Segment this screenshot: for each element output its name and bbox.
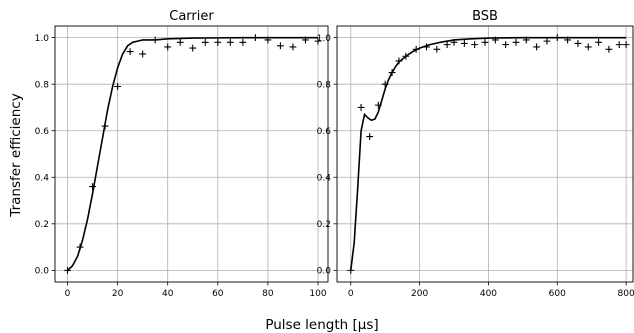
bsb-data-point (543, 37, 551, 45)
carrier-x-tick-label: 60 (212, 289, 224, 299)
bsb-data-point (512, 38, 520, 46)
carrier-data-point (164, 43, 172, 51)
bsb-data-point (595, 38, 602, 46)
bsb-title: BSB (472, 9, 498, 24)
bsb-y-tick-label: 0.6 (317, 127, 332, 137)
carrier-theory-curve (66, 36, 318, 271)
bsb-data-point (460, 40, 468, 47)
carrier-data-point (302, 36, 309, 44)
carrier-x-tick-label: 40 (162, 289, 174, 299)
carrier-data-point (139, 50, 147, 58)
bsb-data-point (533, 43, 541, 51)
bsb-data-point (574, 40, 582, 47)
bsb-y-tick-label: 0.4 (317, 173, 332, 183)
carrier-data-point (89, 183, 96, 190)
bsb-data-point (412, 45, 420, 53)
carrier-data-point (277, 42, 284, 50)
bsb-data-point (357, 104, 365, 111)
bsb-data-point (388, 69, 396, 76)
bsb-data-point (433, 45, 441, 53)
bsb-data-point (564, 36, 572, 44)
x-axis-label: Pulse length [μs] (265, 317, 378, 333)
carrier-x-tick-label: 100 (309, 289, 326, 299)
bsb-data-point (553, 34, 561, 42)
bsb-data-point (471, 41, 479, 49)
carrier-y-tick-label: 0.0 (35, 267, 50, 277)
carrier-data-point (151, 36, 159, 44)
carrier-y-tick-label: 0.6 (35, 127, 50, 137)
carrier-data-point (176, 38, 184, 46)
bsb-data-point (522, 36, 530, 44)
carrier-data-point (251, 34, 259, 42)
bsb-data-point (366, 133, 374, 140)
carrier-axes-frame (54, 25, 329, 283)
bsb-x-tick-label: 400 (480, 289, 497, 299)
carrier-data-point (314, 37, 322, 45)
carrier-y-tick-label: 0.4 (35, 173, 50, 183)
bsb-y-tick-label: 0.0 (317, 267, 332, 277)
bsb-data-point (481, 38, 489, 46)
carrier-data-point (289, 43, 297, 51)
carrier-data-point (226, 38, 234, 46)
bsb-axes-frame (336, 25, 634, 283)
carrier-x-tick-label: 80 (262, 289, 274, 299)
y-axis-label: Transfer efficiency (8, 93, 24, 217)
carrier-y-tick-label: 1.0 (35, 34, 50, 44)
carrier-x-tick-label: 0 (65, 289, 71, 299)
bsb-y-tick-label: 0.2 (317, 220, 331, 230)
bsb-data-point (381, 80, 389, 88)
bsb-data-point (622, 41, 630, 49)
carrier-data-point (114, 83, 122, 90)
carrier-data-point (239, 38, 247, 46)
carrier-y-tick-label: 0.8 (35, 80, 50, 90)
bsb-data-point (423, 43, 430, 51)
bsb-theory-curve (349, 36, 627, 271)
bsb-data-point (395, 57, 403, 65)
bsb-y-tick-label: 1.0 (317, 34, 332, 44)
carrier-data-point (64, 266, 71, 274)
bsb-panel: 0 200 400 600 800 0.0 0.2 0.4 0.6 0.8 1.0 BSB (317, 9, 634, 299)
carrier-x-tick-label: 20 (112, 289, 124, 299)
bsb-data-point (347, 266, 355, 274)
carrier-panel: 0 20 40 60 80 100 0.0 0.2 0.4 0.6 0.8 1.0 Carrier (35, 9, 329, 299)
bsb-data-point (450, 38, 458, 46)
bsb-data-point (491, 36, 499, 44)
carrier-data-point (126, 48, 134, 55)
bsb-data-point (584, 43, 592, 51)
bsb-x-tick-label: 0 (348, 289, 354, 299)
bsb-data-point (443, 41, 451, 49)
bsb-data-point (374, 101, 382, 109)
bsb-x-tick-label: 800 (618, 289, 634, 299)
bsb-data-point (615, 41, 623, 49)
carrier-data-point (101, 122, 109, 130)
carrier-data-point (214, 38, 222, 46)
carrier-data-point (201, 38, 209, 46)
bsb-data-point (502, 41, 510, 49)
bsb-x-tick-label: 200 (411, 289, 428, 299)
carrier-data-point (189, 44, 197, 52)
bsb-y-tick-label: 0.8 (317, 80, 332, 90)
bsb-data-point (605, 45, 613, 53)
carrier-data-point (76, 243, 84, 251)
bsb-data-point (402, 52, 410, 60)
carrier-title: Carrier (169, 9, 214, 24)
carrier-data-point (264, 36, 272, 44)
bsb-x-tick-label: 600 (549, 289, 566, 299)
carrier-y-tick-label: 0.2 (35, 220, 49, 230)
